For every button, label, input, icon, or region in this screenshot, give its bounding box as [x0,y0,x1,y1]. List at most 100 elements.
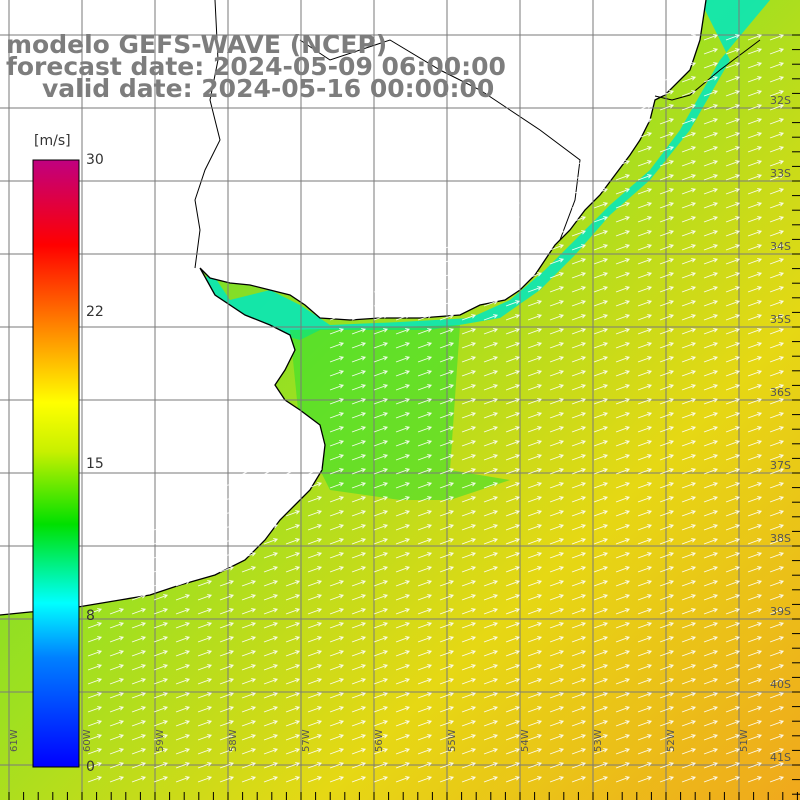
wind-arrow [571,496,587,503]
wind-arrow [241,608,257,615]
wind-arrow [483,384,499,391]
wind-arrow [659,664,675,671]
wind-arrow [505,328,521,335]
wind-arrow [285,524,301,531]
wind-arrow [769,272,785,279]
wind-arrow [681,300,697,307]
wind-arrow [87,608,103,615]
wind-arrow [197,664,213,671]
wind-arrow [747,48,763,55]
wind-arrow [615,356,631,363]
wind-arrow [351,482,367,489]
wind-arrow [747,496,763,503]
wind-arrow [417,384,433,391]
wind-arrow [769,328,785,335]
wind-arrow [483,636,499,643]
wind-arrow [571,412,587,419]
wind-arrow [329,510,345,517]
wind-arrow [637,230,653,237]
wind-arrow [659,342,675,349]
wind-arrow [725,524,741,531]
wind-arrow [549,384,565,391]
wind-arrow [395,762,411,769]
wind-arrow [527,342,543,349]
wind-arrow [417,426,433,433]
wind-arrow [747,720,763,727]
wind-arrow [329,314,345,321]
wind-arrow [483,496,499,503]
lon-label-58w: 58W [228,729,239,752]
wind-arrow [615,734,631,741]
wind-arrow [395,272,411,279]
wind-arrow [285,482,301,489]
wind-arrow [505,664,521,671]
wind-arrow [505,384,521,391]
wind-arrow [329,496,345,503]
wind-arrow [659,230,675,237]
wind-arrow [153,734,169,741]
wind-arrow [241,748,257,755]
wind-arrow [527,538,543,545]
wind-arrow [703,118,719,125]
wind-arrow [593,426,609,433]
wind-arrow [593,370,609,377]
wind-arrow [725,552,741,559]
wind-arrow [747,328,763,335]
wind-arrow [571,342,587,349]
wind-arrow [703,384,719,391]
wind-arrow [637,314,653,321]
wind-arrow [483,608,499,615]
wind-arrow [175,524,191,531]
lon-label-55w: 55W [447,729,458,752]
wind-arrow [747,776,763,783]
wind-arrow [373,692,389,699]
wind-arrow [571,650,587,657]
wind-arrow [263,636,279,643]
wind-arrow [461,650,477,657]
wind-arrow [131,594,147,601]
wind-arrow [747,454,763,461]
wind-arrow [571,230,587,237]
wind-arrow [593,286,609,293]
wind-arrow [373,510,389,517]
wind-arrow [505,370,521,377]
wind-arrow [681,104,697,111]
wind-arrow [549,566,565,573]
wind-arrow [197,608,213,615]
wind-arrow [659,272,675,279]
wind-arrow [659,496,675,503]
wind-arrow [703,622,719,629]
wind-arrow [593,412,609,419]
wind-arrow [175,720,191,727]
wind-arrow [615,370,631,377]
wind-arrow [571,762,587,769]
wind-arrow [747,244,763,251]
wind-arrow [131,678,147,685]
wind-arrow [417,664,433,671]
wind-arrow [395,748,411,755]
wind-arrow [747,706,763,713]
wind-arrow [439,594,455,601]
wind-arrow [461,720,477,727]
wind-arrow [637,468,653,475]
wind-arrow [483,272,499,279]
wind-arrow [703,776,719,783]
wind-arrow [263,762,279,769]
wind-arrow [549,188,565,195]
wind-arrow [747,202,763,209]
wind-arrow [637,356,653,363]
wind-arrow [659,216,675,223]
wind-arrow [593,328,609,335]
wind-arrow [637,426,653,433]
wind-arrow [747,356,763,363]
wind-arrow [703,678,719,685]
wind-arrow [329,706,345,713]
wind-arrow [439,398,455,405]
wind-arrow [439,426,455,433]
wind-arrow [637,258,653,265]
wind-arrow [659,146,675,153]
wind-arrow [593,398,609,405]
wind-arrow [373,454,389,461]
wind-arrow [439,272,455,279]
wind-arrow [263,482,279,489]
